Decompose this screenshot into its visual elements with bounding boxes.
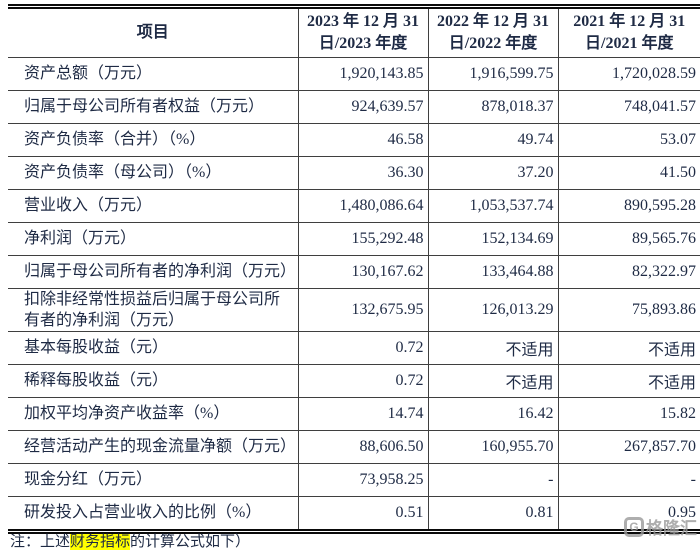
row-label: 现金分红（万元） [8,463,298,497]
table-row: 营业收入（万元） 1,480,086.64 1,053,537.74 890,595.… [8,189,700,223]
row-value: 88,606.50 [297,430,428,464]
row-label: 资产负债率（合并）（%） [8,123,298,157]
row-value: 不适用 [557,364,700,398]
gelonghui-watermark: G 格隆汇 [624,514,697,539]
row-value: 14.74 [297,397,428,431]
row-label: 加权平均净资产收益率（%） [8,397,298,431]
row-value: 0.81 [427,496,558,529]
row-value: 924,639.57 [297,90,428,124]
table-row: 研发投入占营业收入的比例（%） 0.51 0.81 0.95 [8,496,700,529]
row-value: 不适用 [427,331,558,365]
row-value: 133,464.88 [427,255,558,289]
column-header-2022: 2022 年 12 月 31 日/2022 年度 [427,9,558,58]
gelonghui-g-icon: G [624,516,644,537]
row-value: 49.74 [427,123,558,157]
row-value: 748,041.57 [557,90,700,124]
row-label: 资产负债率（母公司）（%） [8,156,298,190]
table-row: 归属于母公司所有者的净利润（万元） 130,167.62 133,464.88 82,… [8,255,700,289]
key-financials-table: 项目 2023 年 12 月 31 日/2023 年度 2022 年 12 月 … [8,9,700,529]
row-value: 1,720,028.59 [557,57,700,91]
row-value: 16.42 [427,397,558,431]
table-row: 归属于母公司所有者权益（万元） 924,639.57 878,018.37 748,0… [8,90,700,124]
row-value: 0.72 [297,364,428,398]
row-value: 132,675.95 [297,288,428,332]
row-value: 15.82 [557,397,700,431]
row-value: 82,322.97 [557,255,700,289]
table-row: 稀释每股收益（元） 0.72 不适用 不适用 [8,364,700,398]
table-row: 资产总额（万元） 1,920,143.85 1,916,599.75 1,720,02… [8,57,700,91]
row-value: 0.72 [297,331,428,365]
row-label: 净利润（万元） [8,222,298,256]
table-row: 扣除非经常性损益后归属于母公司所有者的净利润（万元） 132,675.95 126,… [8,288,700,332]
row-value: 126,013.29 [427,288,558,332]
table-row: 基本每股收益（元） 0.72 不适用 不适用 [8,331,700,365]
footnote-prefix: 注：上述 [10,534,71,550]
row-value: 46.58 [297,123,428,157]
row-value: 1,480,086.64 [297,189,428,223]
row-label: 营业收入（万元） [8,189,298,223]
table-row: 资产负债率（母公司）（%） 36.30 37.20 41.50 [8,156,700,190]
row-value: 53.07 [557,123,700,157]
row-label: 扣除非经常性损益后归属于母公司所有者的净利润（万元） [8,288,298,332]
table-row: 资产负债率（合并）（%） 46.58 49.74 53.07 [8,123,700,157]
row-label: 经营活动产生的现金流量净额（万元） [8,430,298,464]
column-header-2021: 2021 年 12 月 31 日/2021 年度 [557,9,700,58]
table-body: 资产总额（万元） 1,920,143.85 1,916,599.75 1,720,02… [8,57,700,529]
row-value: 152,134.69 [427,222,558,256]
footnote-highlight: 财务指标 [70,534,131,550]
row-value: 37.20 [427,156,558,190]
row-value: 0.51 [297,496,428,529]
row-value: 1,916,599.75 [427,57,558,91]
row-label: 稀释每股收益（元） [8,364,298,398]
row-value: - [557,463,700,497]
row-value: 1,920,143.85 [297,57,428,91]
row-label: 研发投入占营业收入的比例（%） [24,504,262,522]
footnote-clipped: 注：上述财务指标的计算公式如下） [10,534,250,551]
watermark-text: 格隆汇 [646,519,697,538]
financial-summary-table: 项目 2023 年 12 月 31 日/2023 年度 2022 年 12 月 … [8,4,700,534]
table-header-row: 项目 2023 年 12 月 31 日/2023 年度 2022 年 12 月 … [8,9,700,58]
row-label: 归属于母公司所有者权益（万元） [8,90,298,124]
row-label: 基本每股收益（元） [8,331,298,365]
row-label: 资产总额（万元） [8,57,298,91]
row-value: 267,857.70 [557,430,700,464]
row-value: 73,958.25 [297,463,428,497]
table-row: 现金分红（万元） 73,958.25- - [8,463,700,497]
row-value: 0.95 [557,496,700,529]
row-value: 75,893.86 [557,288,700,332]
column-header-2023: 2023 年 12 月 31 日/2023 年度 [297,9,428,58]
row-value: - [427,463,558,497]
row-value: 41.50 [557,156,700,190]
row-value: 890,595.28 [557,189,700,223]
row-value: 130,167.62 [297,255,428,289]
row-value: 160,955.70 [427,430,558,464]
row-value: 36.30 [297,156,428,190]
row-label: 归属于母公司所有者的净利润（万元） [8,255,298,289]
row-value: 89,565.76 [557,222,700,256]
row-value: 878,018.37 [427,90,558,124]
table-row: 经营活动产生的现金流量净额（万元） 88,606.50 160,955.70 267,… [8,430,700,464]
row-value: 不适用 [427,364,558,398]
table-row: 净利润（万元） 155,292.48 152,134.69 89,565.76 [8,222,700,256]
table-row: 加权平均净资产收益率（%） 14.74 16.42 15.82 [8,397,700,431]
row-value: 不适用 [557,331,700,365]
column-header-item: 项目 [8,9,298,58]
row-value: 155,292.48 [297,222,428,256]
row-value: 1,053,537.74 [427,189,558,223]
footnote-suffix: 的计算公式如下） [130,534,251,550]
